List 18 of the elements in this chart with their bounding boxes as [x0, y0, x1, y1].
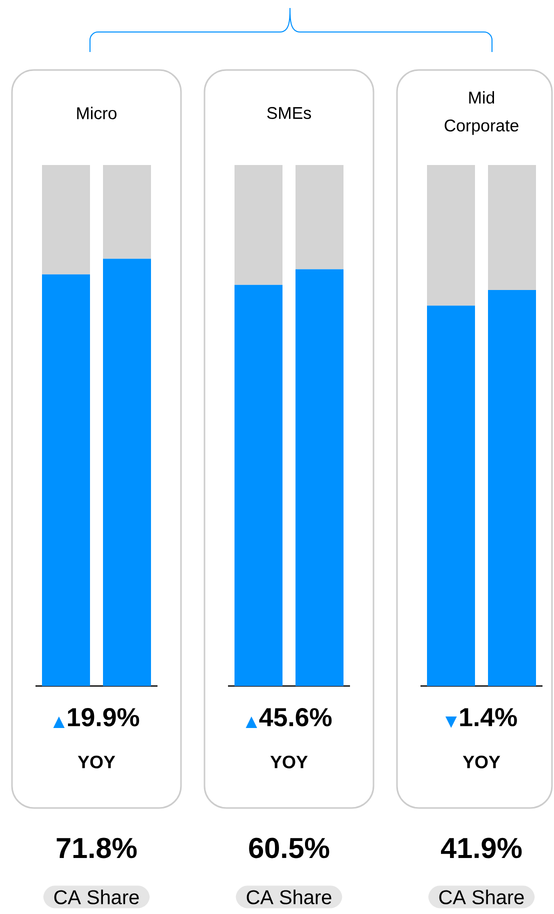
chart-title: Micro [77, 106, 116, 120]
text: ▼ [445, 716, 457, 728]
text: YOY [78, 756, 116, 768]
text: 45.6% [259, 708, 332, 726]
text: 19.9% [68, 708, 140, 726]
text: ▲ [53, 716, 65, 728]
text: 41.9% [440, 838, 522, 858]
chart-title: Mid Corporate [444, 91, 518, 135]
text: 71.8% [56, 838, 137, 858]
text: YOY [270, 756, 308, 768]
chart-title: SMEs [267, 107, 311, 120]
text: ▲ [246, 716, 258, 728]
text: 60.5% [249, 838, 330, 858]
text: CA Share [439, 890, 524, 904]
text: CA Share [246, 890, 332, 904]
text: YOY [462, 756, 500, 768]
text: 1.4% [460, 708, 517, 726]
text: CA Share [54, 890, 139, 904]
